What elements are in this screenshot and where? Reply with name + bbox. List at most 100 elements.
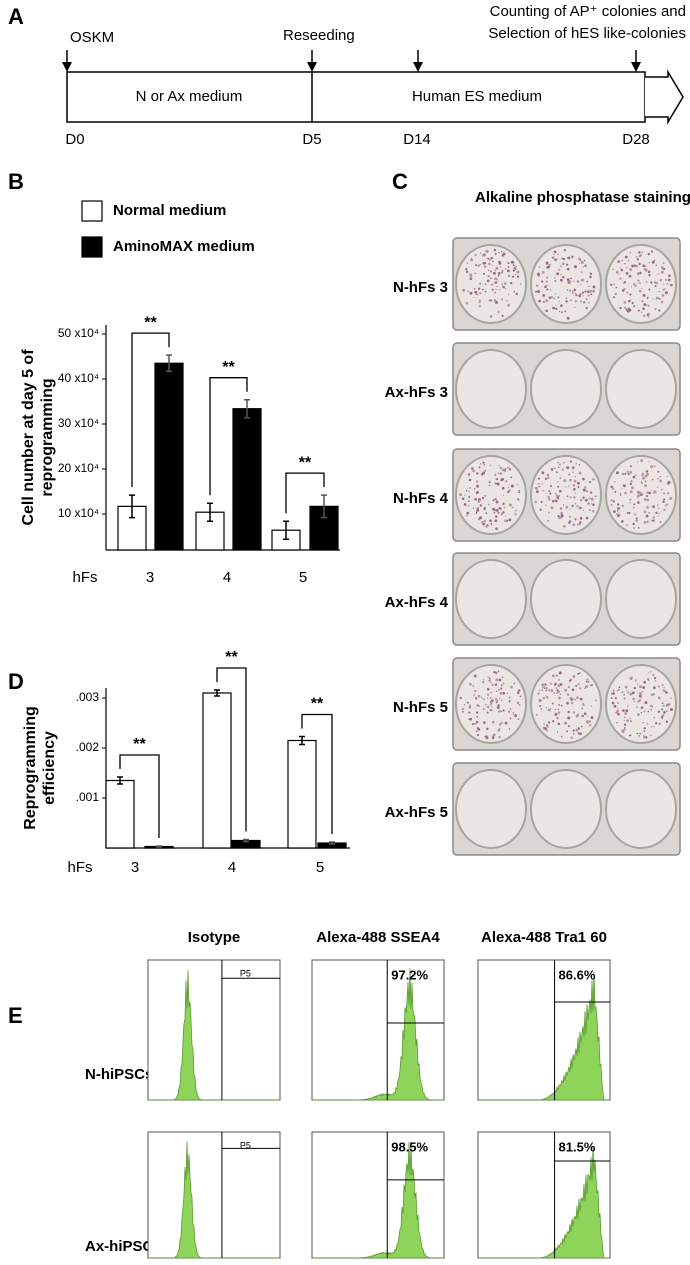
colony-spot — [575, 728, 579, 732]
colony-spot — [509, 708, 512, 710]
colony-spot — [582, 295, 584, 297]
colony-spot — [660, 270, 664, 274]
colony-spot — [510, 476, 513, 479]
colony-spot — [663, 711, 666, 714]
significance-bracket — [119, 754, 160, 838]
colony-spot — [483, 463, 486, 466]
colony-spot — [472, 685, 474, 687]
colony-spot — [544, 285, 547, 289]
colony-spot — [643, 727, 646, 730]
colony-spot — [491, 706, 493, 708]
colony-spot — [501, 722, 504, 724]
colony-spot — [475, 511, 478, 514]
colony-spot — [543, 723, 545, 725]
colony-spot — [557, 684, 561, 688]
colony-spot — [562, 275, 565, 279]
colony-spot — [495, 699, 499, 703]
colony-spot — [636, 732, 639, 735]
colony-spot — [468, 478, 472, 482]
colony-spot — [663, 492, 666, 495]
colony-spot — [590, 491, 593, 494]
colony-spot — [462, 710, 464, 713]
event-label: Reseeding — [283, 27, 355, 44]
colony-spot — [574, 503, 577, 505]
colony-spot — [647, 316, 649, 318]
colony-spot — [670, 697, 672, 700]
colony-spot — [482, 679, 485, 681]
colony-spot — [486, 524, 489, 526]
colony-spot — [640, 311, 643, 314]
colony-spot — [545, 686, 548, 690]
colony-spot — [562, 524, 566, 528]
colony-spot — [477, 727, 481, 731]
colony-spot — [612, 500, 615, 503]
colony-spot — [559, 273, 562, 276]
colony-spot — [541, 471, 545, 475]
colony-spot — [570, 701, 574, 705]
colony-spot — [557, 722, 561, 726]
colony-spot — [583, 712, 587, 716]
colony-spot — [582, 509, 584, 511]
colony-spot — [578, 672, 581, 675]
colony-spot — [579, 507, 582, 510]
colony-spot — [586, 720, 589, 724]
x-tick-label: 3 — [146, 569, 154, 586]
colony-spot — [629, 498, 632, 501]
colony-spot — [548, 296, 552, 299]
colony-spot — [564, 688, 568, 692]
colony-spot — [644, 484, 647, 487]
colony-spot — [554, 708, 556, 710]
histogram — [148, 1141, 280, 1259]
colony-spot — [630, 286, 633, 288]
well — [530, 769, 602, 849]
colony-spot — [625, 308, 628, 311]
colony-spot — [546, 288, 549, 291]
colony-spot — [638, 262, 641, 266]
colony-spot — [642, 721, 644, 724]
colony-spot — [645, 514, 649, 518]
colony-spot — [592, 285, 596, 289]
colony-spot — [573, 479, 577, 483]
well — [455, 559, 527, 639]
colony-spot — [563, 249, 567, 252]
well — [605, 559, 677, 639]
y-axis-label: Cell number at day 5 of reprogramming — [20, 349, 56, 526]
colony-spot — [654, 308, 657, 311]
colony-spot — [590, 293, 593, 296]
colony-spot — [646, 472, 649, 476]
error-bar — [156, 845, 162, 848]
colony-spot — [632, 522, 635, 526]
colony-spot — [613, 283, 615, 286]
colony-spot — [467, 500, 470, 503]
colony-spot — [583, 300, 586, 304]
plate-label: Ax-hFs 3 — [385, 384, 448, 401]
colony-spot — [573, 288, 576, 291]
colony-spot — [642, 293, 646, 297]
colony-spot — [569, 508, 571, 511]
colony-spot — [626, 719, 629, 723]
colony-spot — [465, 268, 468, 271]
colony-spot — [588, 481, 591, 484]
colony-spot — [578, 522, 582, 526]
colony-spot — [621, 472, 625, 476]
colony-spot — [642, 686, 646, 689]
colony-spot — [565, 263, 569, 266]
colony-spot — [489, 700, 493, 704]
colony-spot — [573, 488, 576, 491]
colony-spot — [633, 686, 636, 690]
colony-spot — [664, 278, 668, 281]
colony-spot — [637, 494, 640, 498]
colony-spot — [655, 722, 658, 725]
colony-spot — [624, 716, 626, 719]
colony-spot — [477, 499, 481, 503]
colony-spot — [634, 284, 637, 287]
colony-spot — [485, 512, 488, 515]
colony-spot — [624, 712, 628, 715]
colony-spot — [501, 486, 505, 490]
colony-spot — [507, 266, 510, 268]
colony-spot — [566, 495, 569, 497]
colony-spot — [663, 687, 665, 689]
colony-spot — [574, 306, 576, 309]
colony-spot — [540, 500, 543, 503]
colony-spot — [585, 298, 588, 301]
